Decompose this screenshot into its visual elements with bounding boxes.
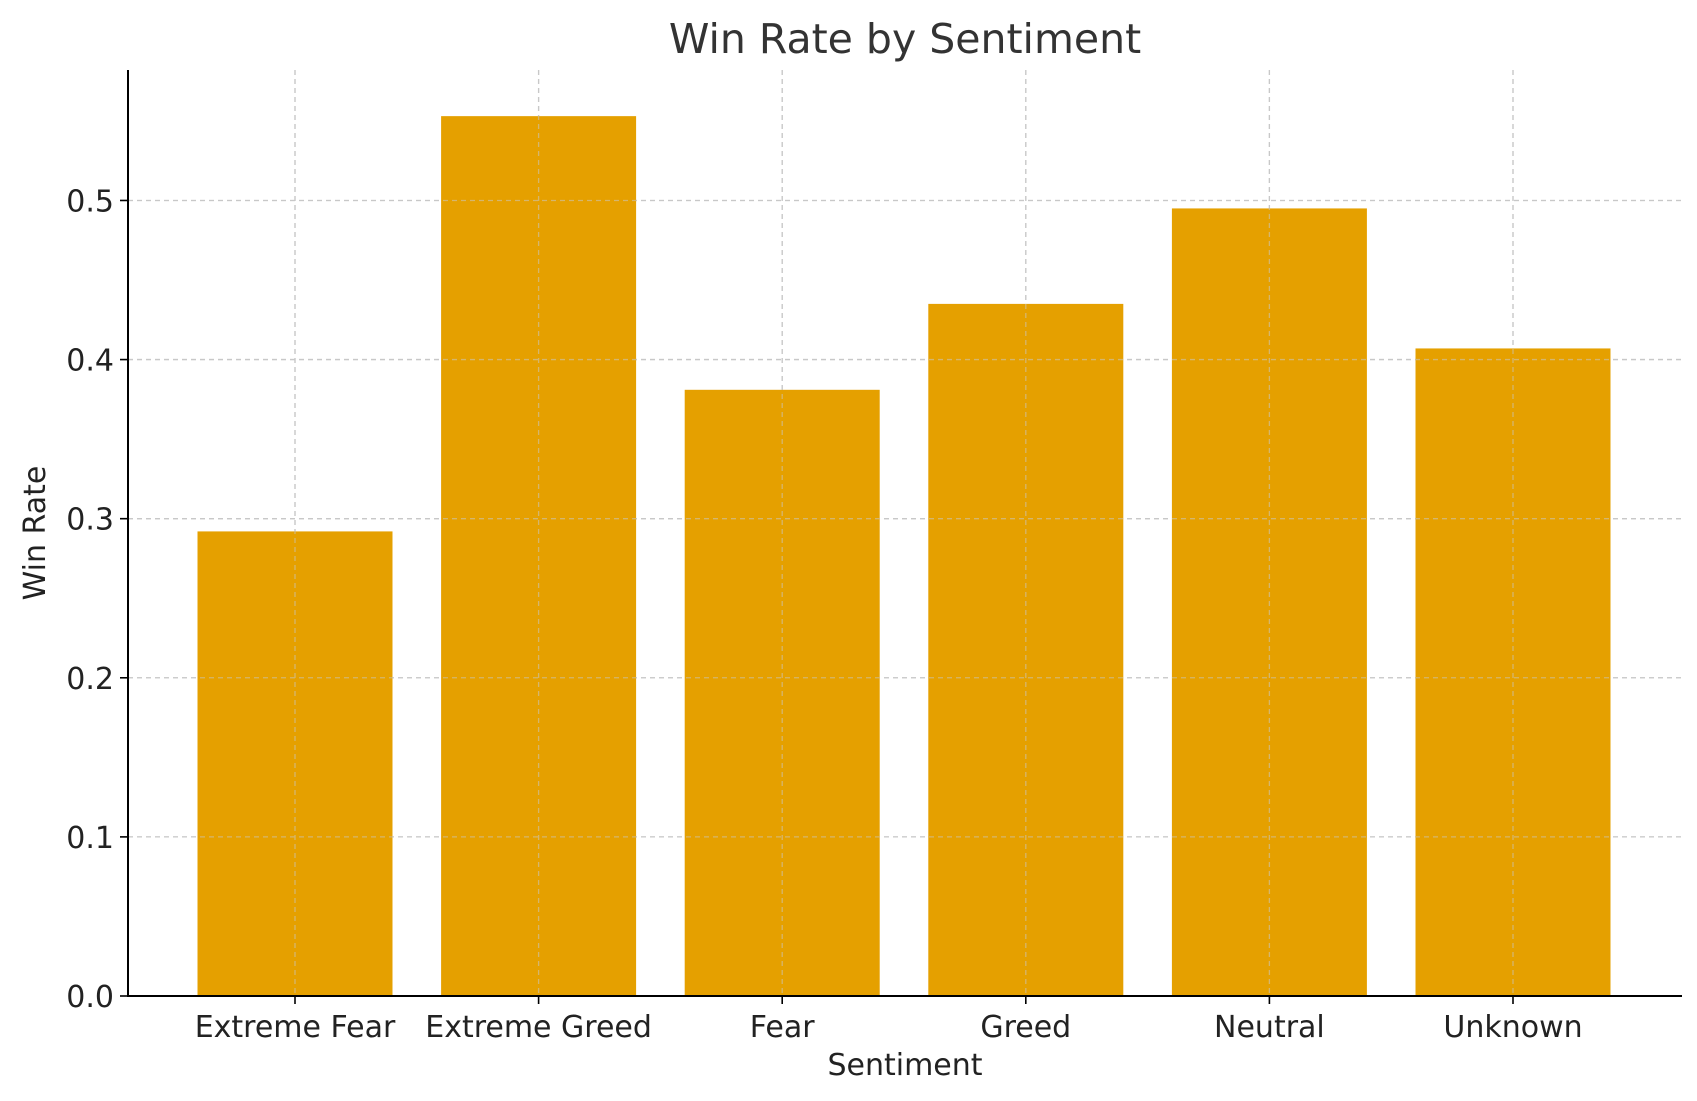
y-tick-label: 0.0 [66,980,114,1015]
x-tick-label: Fear [750,1010,815,1045]
x-ticks: Extreme Fear Extreme Greed Fear Greed Neutra… [195,996,1583,1045]
y-tick-label: 0.2 [66,662,114,697]
y-tick-label: 0.3 [66,503,114,538]
y-tick-label: 0.1 [66,821,114,856]
y-tick-label: 0.4 [66,344,114,379]
axes [127,70,1682,997]
x-tick-label: Greed [980,1010,1071,1045]
y-ticks: 0.0 0.1 0.2 0.3 0.4 0.5 [66,184,128,1015]
chart-title: Win Rate by Sentiment [669,15,1141,63]
grid-overlay [128,70,1682,996]
x-tick-label: Extreme Fear [195,1010,396,1045]
y-axis-label: Win Rate [18,466,53,601]
x-tick-label: Unknown [1443,1010,1582,1045]
x-axis-label: Sentiment [827,1048,982,1083]
bar [1415,348,1611,997]
x-tick-label: Neutral [1214,1010,1325,1045]
x-tick-label: Extreme Greed [425,1010,652,1045]
bars [197,116,1611,997]
y-tick-label: 0.5 [66,184,114,219]
